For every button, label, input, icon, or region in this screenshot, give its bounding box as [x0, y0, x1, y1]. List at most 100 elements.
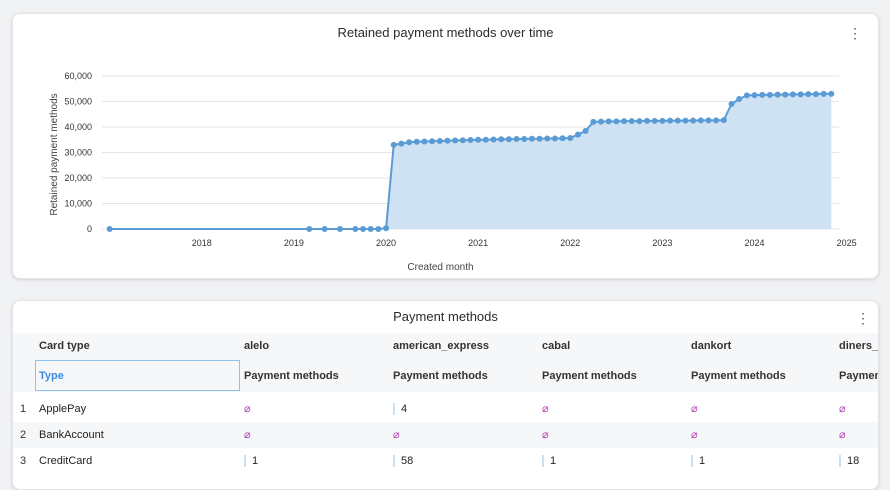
chart-title: Retained payment methods over time [337, 25, 554, 40]
value-bar [691, 455, 693, 468]
y-tick-label: 0 [87, 224, 92, 234]
data-point [551, 135, 558, 142]
data-point [490, 136, 497, 143]
data-point [321, 226, 328, 232]
data-point [582, 127, 589, 134]
data-point [743, 92, 750, 99]
table-cell: 58 [393, 448, 413, 474]
cell-value: 58 [401, 455, 414, 467]
x-tick-label: 2019 [284, 238, 304, 248]
type-header-selected[interactable] [35, 360, 240, 391]
table-cell: ⌀ [839, 422, 846, 448]
y-axis-title: Retained payment methods [49, 93, 60, 215]
null-icon: ⌀ [244, 429, 251, 441]
data-point [682, 117, 689, 124]
table-cell: ⌀ [244, 396, 251, 422]
data-point [574, 131, 581, 138]
data-point [498, 136, 505, 143]
value-bar [839, 455, 841, 468]
x-tick-label: 2023 [652, 238, 672, 248]
data-point [697, 117, 704, 124]
data-point [766, 91, 773, 98]
data-point [651, 117, 658, 124]
value-bar [393, 455, 395, 468]
data-point [505, 136, 512, 143]
data-point [828, 90, 835, 97]
x-tick-label: 2020 [376, 238, 396, 248]
data-point [667, 117, 674, 124]
null-icon: ⌀ [691, 429, 698, 441]
column-subheader[interactable]: Payment methods [393, 370, 488, 382]
null-icon: ⌀ [839, 429, 846, 441]
data-point [398, 140, 405, 147]
data-point [736, 95, 743, 102]
row-type: ApplePay [39, 403, 87, 415]
row-number: 1 [20, 403, 27, 415]
data-point [644, 117, 651, 124]
table-title: Payment methods [393, 309, 498, 324]
data-point [590, 118, 597, 125]
table-cell: 1 [542, 448, 556, 474]
data-point [475, 136, 482, 143]
data-point [812, 91, 819, 98]
table-cell: ⌀ [244, 422, 251, 448]
data-point [797, 91, 804, 98]
data-point [367, 226, 374, 232]
x-tick-label: 2024 [745, 238, 765, 248]
data-point [528, 135, 535, 142]
table-row: 1 ApplePay ⌀ 4 ⌀ ⌀ ⌀ [13, 396, 878, 422]
table-menu-icon[interactable]: ⋮ [856, 310, 870, 326]
x-axis-title: Created month [407, 262, 473, 273]
table-header-row: Card type alelo american_express cabal danko… [13, 333, 878, 360]
chart-card: Retained payment methods over time ⋮ 0 10… [12, 13, 879, 279]
data-point [820, 90, 827, 97]
data-point [383, 225, 390, 232]
data-point [690, 117, 697, 124]
table-cell: 1 [691, 448, 705, 474]
column-header[interactable]: dankort [691, 340, 732, 352]
row-number: 3 [20, 455, 27, 467]
column-subheader[interactable]: Paymen [839, 370, 879, 382]
table-cell: ⌀ [839, 396, 846, 422]
column-header[interactable]: alelo [244, 340, 270, 352]
data-point [728, 101, 735, 108]
row-header-label[interactable]: Card type [39, 340, 90, 352]
cell-value: 1 [550, 455, 557, 467]
null-icon: ⌀ [839, 403, 846, 415]
chart-menu-icon[interactable]: ⋮ [848, 25, 862, 41]
null-icon: ⌀ [542, 403, 549, 415]
data-point [521, 135, 528, 142]
row-type: CreditCard [39, 455, 93, 467]
table-cell: 4 [393, 396, 407, 422]
y-tick-label: 60,000 [64, 71, 92, 81]
data-point [482, 136, 489, 143]
column-header[interactable]: diners_c [839, 340, 879, 352]
column-header[interactable]: cabal [542, 340, 571, 352]
data-point [544, 135, 551, 142]
null-icon: ⌀ [691, 403, 698, 415]
column-header[interactable]: american_express [393, 340, 490, 352]
data-point [452, 137, 459, 144]
null-icon: ⌀ [244, 403, 251, 415]
cell-value: 1 [699, 455, 706, 467]
data-point [713, 117, 720, 124]
y-tick-label: 50,000 [64, 97, 92, 107]
data-point [782, 91, 789, 98]
x-tick-label: 2022 [560, 238, 580, 248]
table-cell: ⌀ [393, 422, 400, 448]
type-header[interactable]: Type [39, 370, 64, 382]
table-row: 3 CreditCard 1 58 1 1 18 [13, 448, 878, 474]
data-point [705, 117, 712, 124]
data-point [636, 118, 643, 125]
x-tick-label: 2025 [837, 238, 857, 248]
column-subheader[interactable]: Payment methods [244, 370, 339, 382]
data-point [390, 141, 397, 148]
table-cell: ⌀ [542, 422, 549, 448]
row-type: BankAccount [39, 429, 104, 441]
data-point [613, 118, 620, 125]
value-bar [244, 455, 246, 468]
y-tick-label: 40,000 [64, 122, 92, 132]
column-subheader[interactable]: Payment methods [691, 370, 786, 382]
data-point [444, 137, 451, 144]
column-subheader[interactable]: Payment methods [542, 370, 637, 382]
